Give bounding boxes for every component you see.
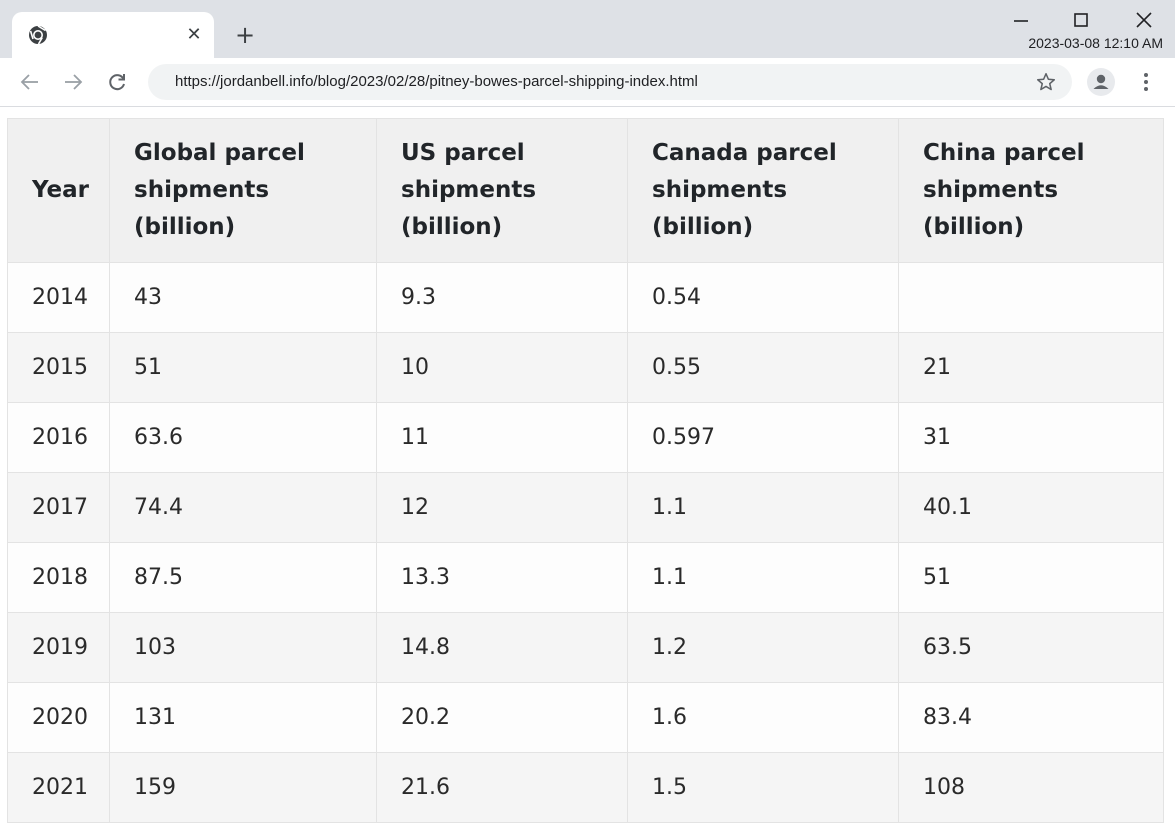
table-row: 2020 131 20.2 1.6 83.4 <box>7 682 1164 753</box>
tab-close-button[interactable]: ✕ <box>186 23 202 45</box>
cell-us: 9.3 <box>376 262 628 333</box>
cell-china: 63.5 <box>898 612 1164 683</box>
cell-global: 131 <box>109 682 377 753</box>
cell-global: 103 <box>109 612 377 683</box>
cell-global: 51 <box>109 332 377 403</box>
cell-china: 108 <box>898 752 1164 823</box>
cell-us: 14.8 <box>376 612 628 683</box>
table-row: 2018 87.5 13.3 1.1 51 <box>7 542 1164 613</box>
cell-year: 2019 <box>7 612 110 683</box>
browser-tab[interactable]: ✕ <box>12 12 214 58</box>
table-row: 2015 51 10 0.55 21 <box>7 332 1164 403</box>
table-row: 2021 159 21.6 1.5 108 <box>7 752 1164 823</box>
cell-canada: 1.1 <box>627 472 899 543</box>
cell-canada: 1.6 <box>627 682 899 753</box>
cell-year: 2020 <box>7 682 110 753</box>
cell-canada: 0.55 <box>627 332 899 403</box>
cell-canada: 1.5 <box>627 752 899 823</box>
cell-global: 159 <box>109 752 377 823</box>
address-bar[interactable]: https://jordanbell.info/blog/2023/02/28/… <box>148 64 1072 100</box>
table-row: 2019 103 14.8 1.2 63.5 <box>7 612 1164 683</box>
cell-us: 10 <box>376 332 628 403</box>
cell-year: 2016 <box>7 402 110 473</box>
column-header-canada: Canada parcel shipments (billion) <box>627 118 899 263</box>
cell-us: 20.2 <box>376 682 628 753</box>
cell-year: 2015 <box>7 332 110 403</box>
cell-year: 2017 <box>7 472 110 543</box>
cell-china: 83.4 <box>898 682 1164 753</box>
column-header-year: Year <box>7 118 110 263</box>
system-clock: 2023-03-08 12:10 AM <box>1028 35 1163 51</box>
cell-china: 51 <box>898 542 1164 613</box>
new-tab-button[interactable]: + <box>234 21 256 49</box>
cell-year: 2018 <box>7 542 110 613</box>
close-icon[interactable] <box>1131 8 1157 34</box>
cell-china: 40.1 <box>898 472 1164 543</box>
cell-global: 63.6 <box>109 402 377 473</box>
page-content: Year Global parcel shipments (billion) U… <box>0 107 1175 827</box>
minimize-icon[interactable] <box>1008 8 1034 34</box>
cell-us: 11 <box>376 402 628 473</box>
forward-arrow-icon[interactable] <box>61 70 85 94</box>
cell-us: 13.3 <box>376 542 628 613</box>
cell-china: 21 <box>898 332 1164 403</box>
profile-icon[interactable] <box>1087 68 1115 96</box>
cell-canada: 1.2 <box>627 612 899 683</box>
browser-toolbar: https://jordanbell.info/blog/2023/02/28/… <box>0 58 1175 107</box>
back-arrow-icon[interactable] <box>18 70 42 94</box>
cell-global: 43 <box>109 262 377 333</box>
chrome-icon <box>29 25 47 45</box>
cell-us: 12 <box>376 472 628 543</box>
cell-china <box>898 262 1164 333</box>
parcel-shipments-table: Year Global parcel shipments (billion) U… <box>7 118 1164 823</box>
cell-canada: 1.1 <box>627 542 899 613</box>
column-header-global: Global parcel shipments (billion) <box>109 118 377 263</box>
column-header-china: China parcel shipments (billion) <box>898 118 1164 263</box>
browser-titlebar: ✕ + 2023-03-08 12:10 AM <box>0 0 1175 58</box>
cell-global: 87.5 <box>109 542 377 613</box>
cell-canada: 0.597 <box>627 402 899 473</box>
more-vert-icon[interactable] <box>1134 70 1158 94</box>
table-row: 2014 43 9.3 0.54 <box>7 262 1164 333</box>
reload-icon[interactable] <box>105 70 129 94</box>
table-row: 2016 63.6 11 0.597 31 <box>7 402 1164 473</box>
cell-year: 2014 <box>7 262 110 333</box>
cell-canada: 0.54 <box>627 262 899 333</box>
cell-global: 74.4 <box>109 472 377 543</box>
cell-us: 21.6 <box>376 752 628 823</box>
star-icon[interactable] <box>1035 71 1057 93</box>
column-header-us: US parcel shipments (billion) <box>376 118 628 263</box>
maximize-icon[interactable] <box>1068 8 1094 34</box>
table-header-row: Year Global parcel shipments (billion) U… <box>7 118 1164 263</box>
cell-year: 2021 <box>7 752 110 823</box>
table-row: 2017 74.4 12 1.1 40.1 <box>7 472 1164 543</box>
cell-china: 31 <box>898 402 1164 473</box>
url-text[interactable]: https://jordanbell.info/blog/2023/02/28/… <box>175 73 698 90</box>
